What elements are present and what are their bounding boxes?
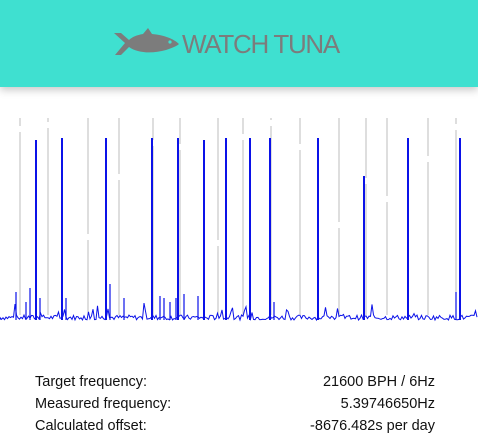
stat-value: 21600 BPH / 6Hz <box>322 374 435 390</box>
stat-label: Calculated offset: <box>35 418 147 434</box>
target-frequency-row: Target frequency: 21600 BPH / 6Hz <box>35 372 435 394</box>
divider-gap <box>365 178 368 184</box>
divider-gap <box>118 174 121 180</box>
noise-floor <box>0 303 478 322</box>
stat-label: Measured frequency: <box>35 396 172 412</box>
divider-gap <box>217 240 220 246</box>
measurement-panel: Target frequency: 21600 BPH / 6Hz Measur… <box>35 372 435 438</box>
divider-gap <box>47 122 50 128</box>
stat-value: -8676.482s per day <box>310 418 435 434</box>
divider-gap <box>270 120 273 126</box>
waveform-trace <box>0 118 478 322</box>
brand-name: WATCH TUNA <box>182 29 340 59</box>
logo: WATCH TUNA <box>112 24 340 64</box>
divider-gap <box>338 222 341 228</box>
divider-gap <box>242 134 245 140</box>
measured-frequency-row: Measured frequency: 5.39746650Hz <box>35 394 435 416</box>
divider-gap <box>19 126 22 132</box>
divider-gap <box>455 124 458 130</box>
divider-gap <box>87 234 90 240</box>
app-header: WATCH TUNA <box>0 0 478 87</box>
divider-gap <box>179 144 182 150</box>
beat-trace-display <box>0 118 478 324</box>
divider-gap <box>299 144 302 150</box>
stat-label: Target frequency: <box>35 374 148 390</box>
divider-gap <box>427 156 430 162</box>
divider-gap <box>386 196 389 202</box>
stat-value: 5.39746650Hz <box>340 396 435 412</box>
divider-gap <box>152 140 155 146</box>
tuna-fish-icon <box>114 28 179 55</box>
calculated-offset-row: Calculated offset: -8676.482s per day <box>35 416 435 438</box>
